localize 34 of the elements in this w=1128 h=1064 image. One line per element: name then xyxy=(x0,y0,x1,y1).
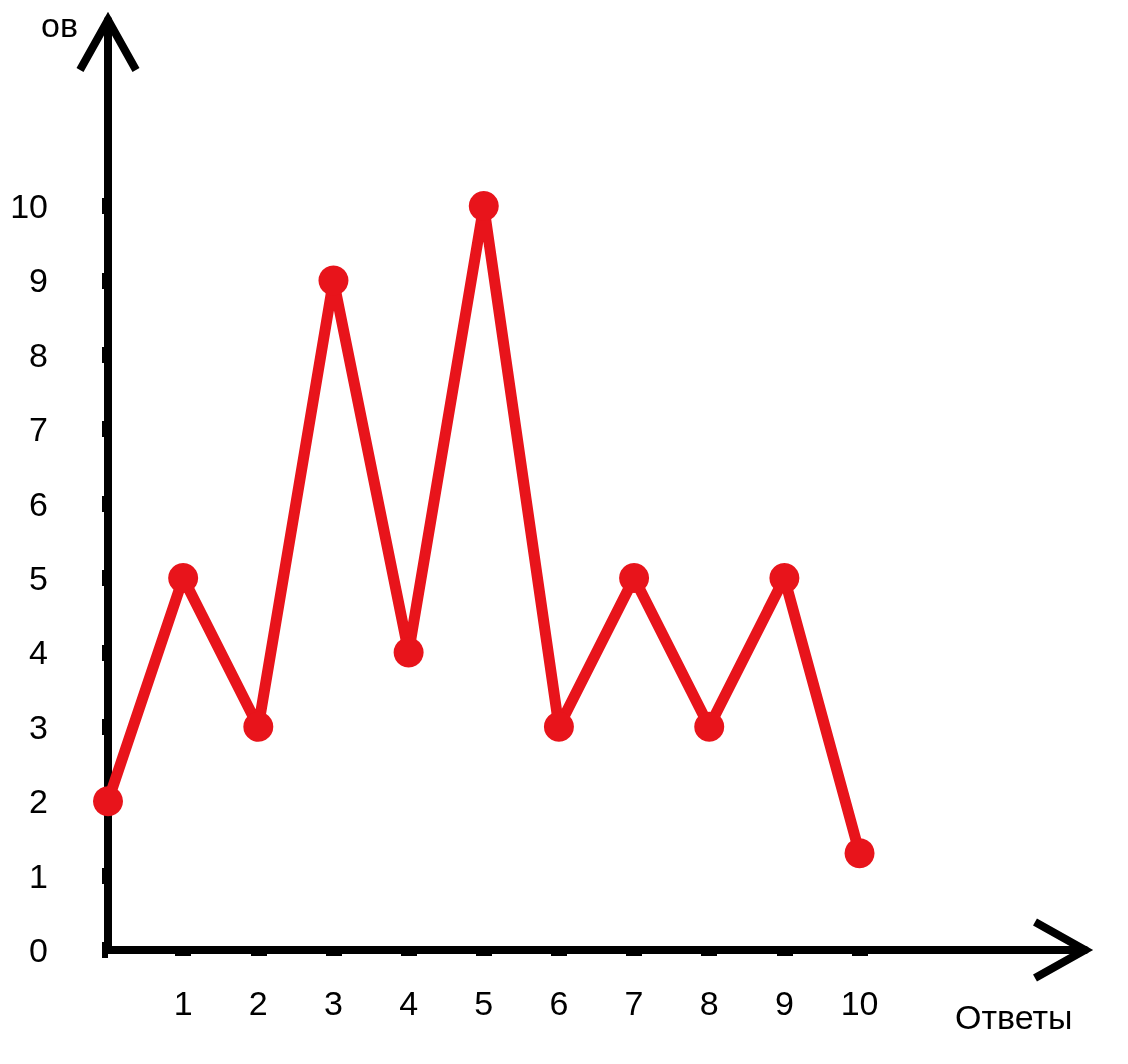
y-tick-label: 7 xyxy=(29,410,48,449)
x-tick-label: 9 xyxy=(774,984,794,1022)
point xyxy=(694,711,725,742)
x-tick-label: 6 xyxy=(549,984,569,1022)
x-tick-label: 10 xyxy=(840,984,879,1022)
point xyxy=(318,265,349,296)
y-tick-label: 2 xyxy=(29,782,48,821)
x-tick-label: 3 xyxy=(324,984,343,1022)
y-tick-label: 9 xyxy=(29,261,48,300)
x-tick-label: 8 xyxy=(699,984,719,1022)
y-tick-label: 1 xyxy=(29,856,48,895)
y-tick-label: 4 xyxy=(29,633,48,672)
point xyxy=(243,711,274,742)
y-tick-label: 10 xyxy=(10,187,48,225)
x-tick-label: 2 xyxy=(248,984,268,1022)
point xyxy=(769,563,800,593)
y-tick-label: 6 xyxy=(29,484,48,523)
y-tick-label: 0 xyxy=(29,931,48,969)
x-tick-label: 4 xyxy=(399,984,419,1022)
point xyxy=(543,711,574,742)
y-axis-title: ов xyxy=(41,6,79,44)
x-axis-title: Ответы xyxy=(955,998,1073,1036)
point xyxy=(93,786,123,817)
y-tick-label: 8 xyxy=(29,335,48,374)
x-tick-label: 5 xyxy=(474,984,494,1022)
y-tick-label: 5 xyxy=(29,559,48,597)
y-tick-label: 3 xyxy=(29,707,48,746)
point xyxy=(168,563,199,593)
x-tick-label: 1 xyxy=(173,984,193,1022)
x-tick-label: 7 xyxy=(624,984,644,1022)
point xyxy=(393,637,424,668)
point xyxy=(619,563,650,593)
point xyxy=(844,838,875,869)
point xyxy=(468,191,499,221)
